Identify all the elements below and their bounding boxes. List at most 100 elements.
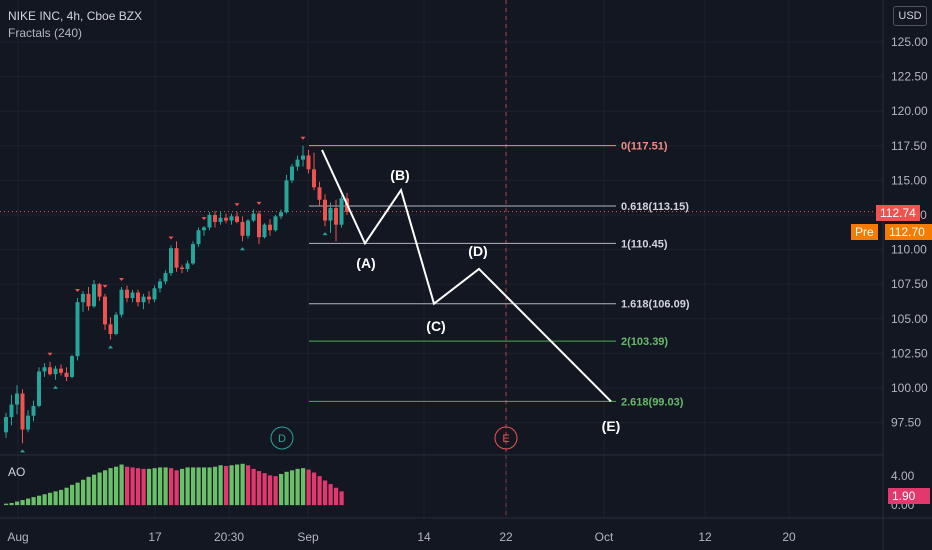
price-tick-8: 105.00 [891, 312, 928, 326]
ao-bar [312, 472, 317, 506]
ao-label[interactable]: AO [8, 465, 26, 479]
ao-bar [125, 466, 130, 506]
candle-body [20, 393, 25, 430]
ao-bar [279, 473, 284, 506]
ao-bar [48, 492, 53, 506]
ao-bar [152, 468, 157, 506]
time-tick-3: Sep [297, 530, 319, 544]
candle-body [323, 199, 327, 221]
ao-bar [81, 479, 86, 506]
awesome-oscillator [4, 463, 344, 506]
ao-bar [130, 467, 135, 506]
candle-body [108, 324, 113, 335]
time-tick-0: Aug [7, 530, 28, 544]
ao-bar [251, 468, 256, 506]
fractal-up-marker [300, 136, 306, 140]
candle-body [328, 208, 333, 221]
ao-bar [147, 468, 152, 506]
candle-body [334, 208, 338, 225]
ao-bar [207, 467, 212, 506]
fractal-down-marker [108, 345, 113, 349]
symbol-title[interactable]: NIKE INC, 4h, Cboe BZX [8, 9, 143, 23]
price-tick-3: 117.50 [891, 139, 927, 153]
candlestick-series [4, 145, 349, 444]
candle-body [42, 367, 47, 372]
candle-body [97, 284, 102, 297]
fib-label-4: 2(103.39) [621, 336, 668, 348]
ao-bar [92, 474, 97, 506]
candle-body [202, 227, 206, 231]
price-tick-10: 100.00 [891, 381, 928, 395]
wave-label-3: (D) [468, 243, 487, 259]
candle-body [64, 372, 69, 377]
fib-label-3: 1.618(106.09) [621, 299, 690, 311]
fib-label-1: 0.618(113.15) [621, 201, 689, 213]
price-tick-2: 120.00 [891, 104, 928, 118]
candle-body [75, 302, 80, 357]
indicator-label[interactable]: Fractals (240) [8, 26, 83, 40]
ao-bar [114, 466, 119, 506]
ao-bar [103, 470, 108, 506]
candle-body [218, 217, 223, 222]
ao-bar [323, 480, 328, 506]
candle-body [81, 293, 85, 303]
elliott-wave-path: (A) (B) (C) (D) (E) D E [270, 149, 621, 450]
price-tick-9: 102.50 [891, 346, 928, 360]
ao-bar [86, 476, 91, 506]
candle-body [163, 273, 168, 282]
ao-bar [119, 464, 124, 506]
marker-D-label: D [278, 433, 286, 445]
fib-label-0: 0(117.51) [621, 141, 668, 153]
candle-body [125, 289, 129, 299]
candle-body [59, 368, 63, 373]
candle-body [185, 263, 190, 269]
price-pane [0, 0, 883, 455]
price-tick-7: 107.50 [891, 277, 928, 291]
candle-body [31, 405, 36, 416]
ao-bar [185, 467, 190, 506]
ao-bar [15, 501, 20, 506]
candle-body [295, 159, 300, 167]
candle-body [119, 289, 124, 315]
ao-bar [290, 470, 295, 506]
marker-D-circle [270, 426, 294, 450]
candle-body [306, 155, 311, 170]
wave-path [321, 149, 612, 403]
ao-bar [273, 476, 278, 506]
ao-bar [53, 491, 58, 506]
wave-label-4: (E) [602, 418, 621, 434]
candle-body [229, 216, 234, 221]
wave-label-0: (A) [356, 255, 375, 271]
ao-bar [42, 494, 47, 506]
time-tick-8: 20 [782, 530, 796, 544]
candle-body [174, 248, 179, 268]
candle-body [235, 216, 239, 222]
ao-bar [70, 484, 75, 506]
fibonacci-retracement: 0(117.51) 0.618(113.15) 1(110.45) 1.618(106… [309, 141, 690, 408]
ao-bar [191, 467, 196, 506]
ao-bar [169, 468, 174, 506]
ao-bar [20, 500, 25, 506]
wave-label-1: (B) [390, 167, 409, 183]
candle-body [114, 314, 118, 335]
ao-bar [31, 497, 36, 506]
premarket-price-tag: 112.70 [885, 224, 932, 240]
candle-body [86, 293, 91, 307]
ao-bar [339, 491, 344, 506]
time-tick-6: Oct [595, 530, 614, 544]
candle-body [15, 393, 19, 405]
candle-body [136, 292, 140, 303]
ao-bar [268, 475, 273, 506]
candle-body [4, 417, 8, 433]
ao-bar [301, 468, 306, 506]
currency-button[interactable]: USD [893, 6, 927, 26]
grid [0, 0, 883, 518]
candle-body [213, 215, 217, 222]
ao-bar [174, 470, 179, 506]
candle-body [279, 212, 283, 217]
ao-bar [180, 468, 185, 506]
fractal-up-marker [201, 217, 207, 221]
price-tick-6: 110.00 [891, 243, 927, 257]
